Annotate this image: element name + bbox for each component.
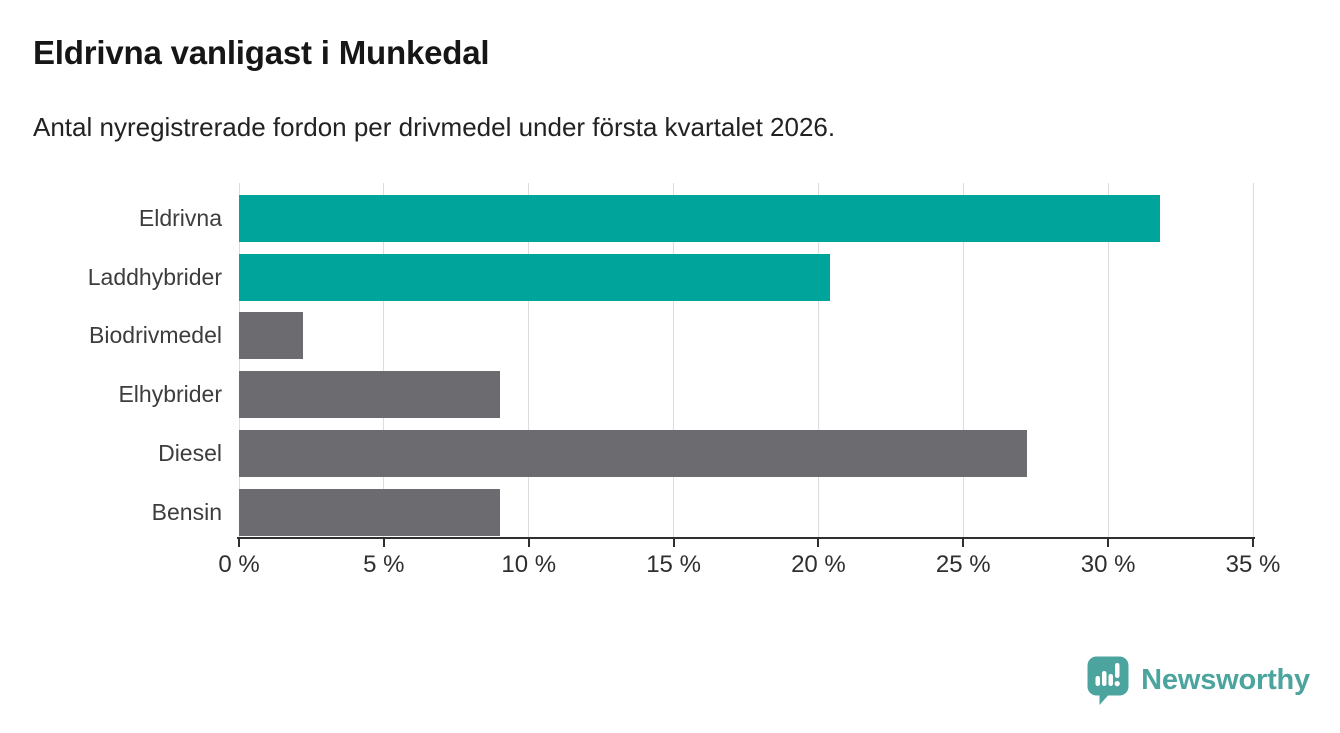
category-label-eldrivna: Eldrivna xyxy=(138,205,222,231)
chart-subtitle: Antal nyregistrerade fordon per drivmede… xyxy=(33,112,836,142)
bar-chart-speech-bubble-icon xyxy=(1086,655,1130,705)
x-tick-label-0: 0 % xyxy=(218,551,260,578)
gridline-30 xyxy=(1107,183,1109,537)
gridline-0 xyxy=(238,183,240,537)
category-label-diesel: Diesel xyxy=(158,439,222,466)
x-tick-30 xyxy=(1107,537,1110,547)
category-label-bensin: Bensin xyxy=(151,498,222,525)
bar-diesel xyxy=(239,429,1028,477)
bar-biodrivmedel xyxy=(239,312,303,360)
x-tick-25 xyxy=(962,537,965,547)
x-tick-label-5: 5 % xyxy=(363,551,405,578)
bar-elhybrider xyxy=(239,371,500,419)
gridline-20 xyxy=(817,183,819,537)
x-tick-10 xyxy=(527,537,530,547)
gridline-10 xyxy=(528,183,530,537)
x-tick-20 xyxy=(817,537,820,547)
x-tick-0 xyxy=(238,537,240,547)
x-tick-label-30: 30 % xyxy=(1080,551,1136,578)
category-label-elhybrider: Elhybrider xyxy=(118,381,222,408)
category-label-laddhybrider: Laddhybrider xyxy=(87,263,222,290)
bar-eldrivna xyxy=(239,195,1161,242)
x-tick-35 xyxy=(1252,537,1254,547)
x-tick-15 xyxy=(672,537,675,547)
x-tick-label-15: 15 % xyxy=(646,551,701,578)
x-tick-label-35: 35 % xyxy=(1225,551,1281,578)
newsworthy-wordmark: Newsworthy xyxy=(1141,663,1310,696)
x-tick-label-25: 25 % xyxy=(935,551,991,578)
x-tick-label-20: 20 % xyxy=(791,551,846,578)
gridline-35 xyxy=(1252,183,1254,537)
bar-bensin xyxy=(239,488,500,536)
newsworthy-logo: Newsworthy xyxy=(1086,655,1310,705)
x-axis-line xyxy=(237,537,1255,539)
gridline-25 xyxy=(962,183,964,537)
gridline-15 xyxy=(673,183,675,537)
gridline-5 xyxy=(383,183,385,537)
x-tick-5 xyxy=(382,537,385,547)
page-title: Eldrivna vanligast i Munkedal xyxy=(33,34,490,71)
bar-laddhybrider xyxy=(239,253,831,301)
x-tick-label-10: 10 % xyxy=(501,551,557,578)
category-label-biodrivmedel: Biodrivmedel xyxy=(89,322,222,349)
